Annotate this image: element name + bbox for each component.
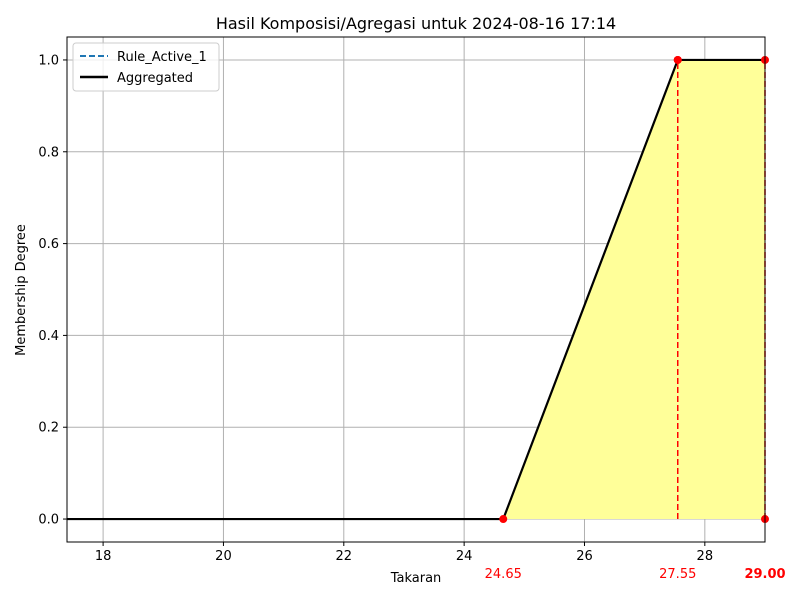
x-axis-label: Takaran: [390, 571, 442, 586]
y-tick-label: 0.4: [38, 329, 59, 344]
x-tick-label: 22: [336, 549, 353, 564]
y-tick-label: 1.0: [38, 53, 59, 68]
x-value-annotations: 24.65 27.55 29.00: [485, 567, 786, 582]
x-axis-ticks: 18 20 22 24 26 28: [95, 542, 713, 564]
x-tick-label: 24: [456, 549, 473, 564]
y-tick-label: 0.0: [38, 513, 59, 528]
chart-title: Hasil Komposisi/Agregasi untuk 2024-08-1…: [216, 14, 616, 33]
x-tick-label: 26: [576, 549, 593, 564]
x-tick-label: 20: [215, 549, 232, 564]
series-lines: [67, 58, 765, 521]
plot-area: [66, 36, 769, 543]
x-tick-label: 18: [95, 549, 112, 564]
legend: Rule_Active_1 Aggregated: [72, 42, 220, 92]
point-marker: [499, 515, 508, 524]
x-annotation-label: 24.65: [485, 567, 522, 582]
y-tick-label: 0.8: [38, 145, 59, 160]
x-tick-label: 28: [697, 549, 714, 564]
x-annotation-label: 29.00: [744, 567, 785, 582]
legend-label-aggregated: Aggregated: [117, 71, 193, 86]
y-axis-label: Membership Degree: [14, 224, 29, 356]
point-marker: [673, 55, 682, 64]
x-annotation-label: 27.55: [659, 567, 696, 582]
aggregated-fill: [503, 59, 765, 520]
y-axis-ticks: 0.0 0.2 0.4 0.6 0.8 1.0: [38, 53, 67, 528]
plot-frame: [66, 36, 766, 543]
aggregated-fill-area: [503, 59, 765, 520]
legend-box: [72, 42, 220, 92]
series-line-aggregated: [67, 58, 765, 521]
y-tick-label: 0.6: [38, 237, 59, 252]
y-tick-label: 0.2: [38, 421, 59, 436]
legend-label-rule-active-1: Rule_Active_1: [117, 50, 207, 65]
